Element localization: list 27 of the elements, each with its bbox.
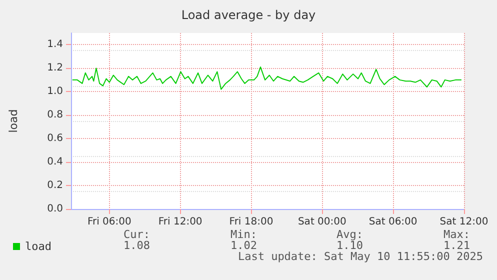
y-tick-label: 1.0 xyxy=(47,86,63,98)
y-tick-label: 1.2 xyxy=(47,62,63,74)
text: Last update: Sat May 10 11:55:00 2025 xyxy=(238,250,483,263)
text: Min: xyxy=(230,228,257,241)
x-tick-label: Sat 06:00 xyxy=(368,216,418,228)
y-tick-label: 0.4 xyxy=(47,156,63,168)
x-tick-label: Fri 18:00 xyxy=(229,216,274,228)
legend-label: load xyxy=(25,240,52,253)
y-axis-title: load xyxy=(7,109,20,133)
line-series xyxy=(72,66,462,90)
text: 1.08 xyxy=(124,239,150,252)
y-tick-label: 0.0 xyxy=(47,204,63,214)
text: 1.10 xyxy=(336,239,363,252)
x-tick-label: Sat 12:00 xyxy=(440,216,488,228)
x-tick-label: Fri 06:00 xyxy=(87,216,132,228)
x-tick-label: Fri 12:00 xyxy=(158,216,202,228)
x-tick-label: Sat 00:00 xyxy=(298,216,346,228)
y-tick-label: 0.2 xyxy=(47,180,63,192)
text: Max: xyxy=(444,228,470,241)
text: 1.21 xyxy=(444,239,470,252)
y-tick-label: 0.6 xyxy=(47,133,63,144)
text: Avg: xyxy=(336,228,363,241)
y-tick-label: 0.8 xyxy=(47,110,63,121)
text: Cur: xyxy=(124,228,150,241)
chart-title: Load average - by day xyxy=(181,8,316,22)
y-tick-label: 1.4 xyxy=(47,39,63,50)
text: 1.02 xyxy=(230,239,257,252)
